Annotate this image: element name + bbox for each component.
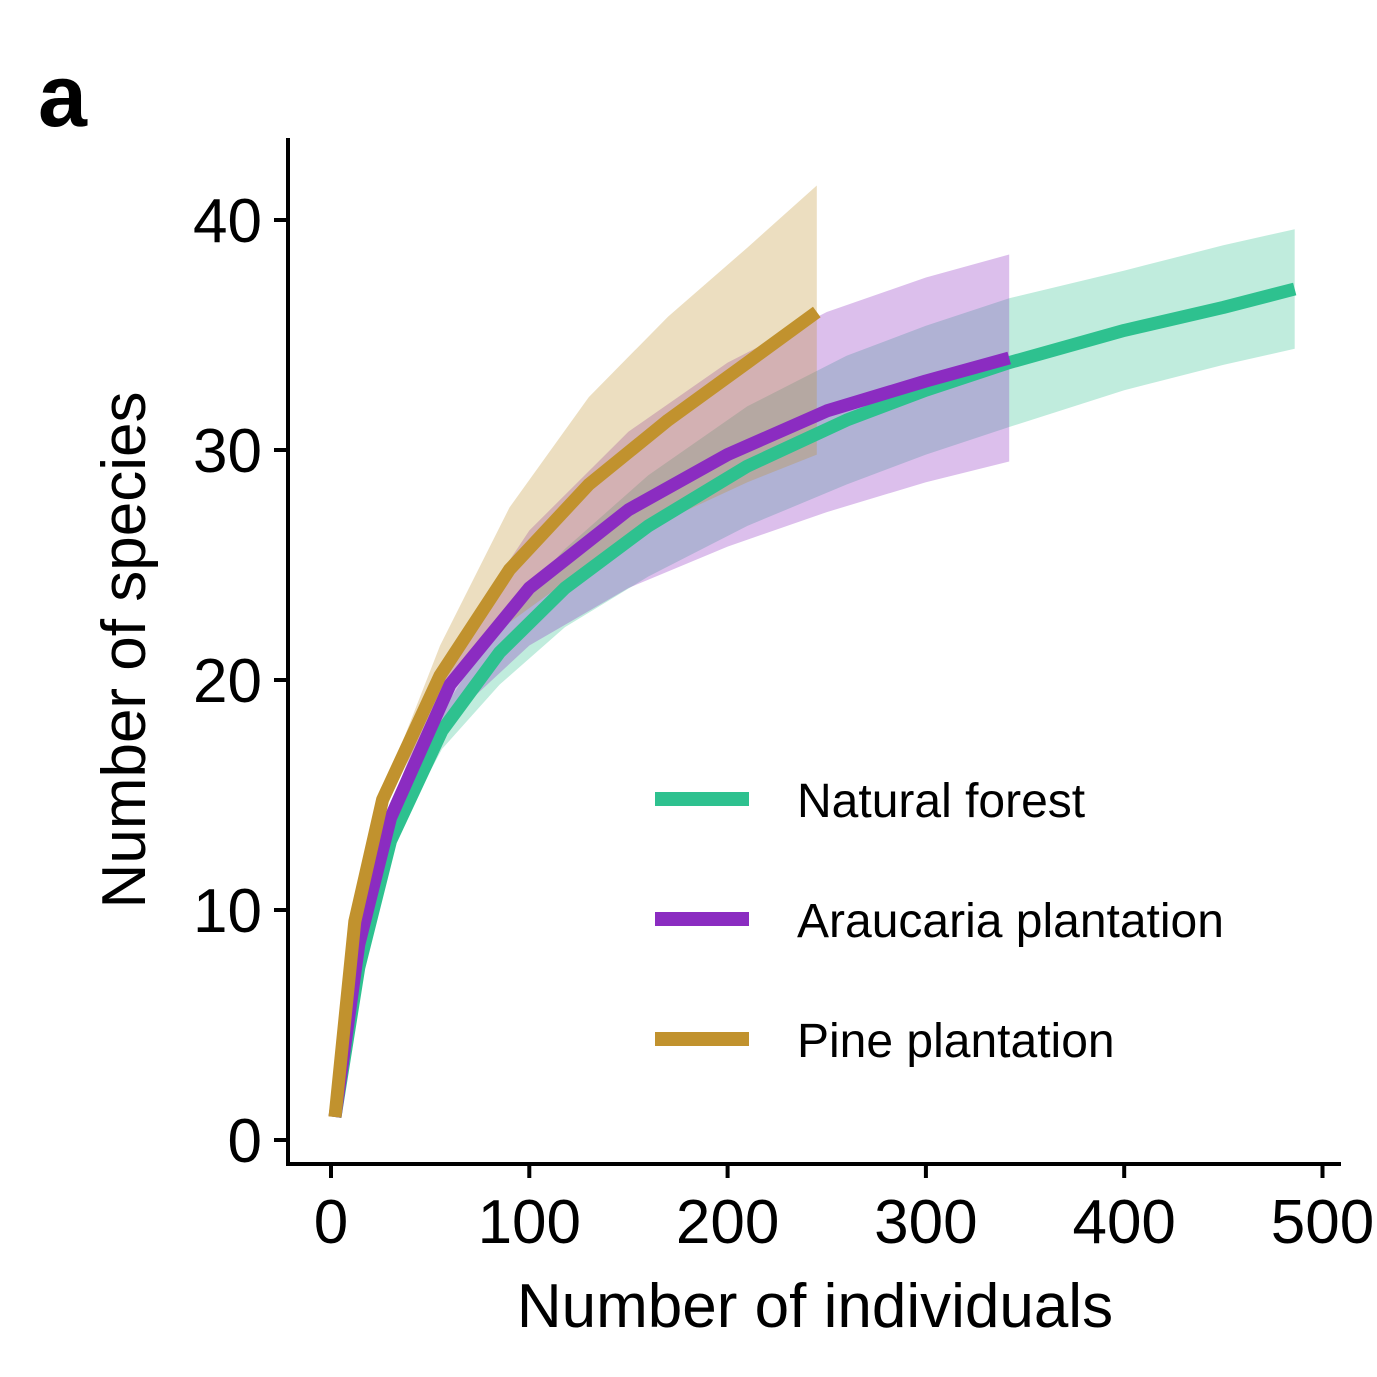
natural-forest-legend-label: Natural forest [797,775,1085,828]
y-tick-label: 20 [193,647,262,716]
y-tick-label: 30 [193,417,262,486]
y-ticks: 0 10 20 30 40 [193,187,288,1176]
araucaria-plantation-line [328,351,1011,1118]
series-lines [328,282,1297,1119]
pine-plantation-legend-label: Pine plantation [797,1015,1115,1068]
araucaria-plantation-legend-label: Araucaria plantation [797,895,1224,948]
panel-label: a [38,46,88,145]
x-tick-label: 200 [676,1188,779,1257]
legend: Natural forest Araucaria plantation Pine p… [655,775,1224,1068]
araucaria-plantation-confidence-band [335,254,1010,1117]
y-tick-label: 40 [193,187,262,256]
pine-plantation-confidence-band [335,185,817,1117]
y-tick-label: 0 [228,1107,262,1176]
y-tick-label: 10 [193,877,262,946]
axes [286,138,1341,1166]
x-tick-label: 300 [874,1188,977,1257]
x-tick-label: 100 [478,1188,581,1257]
natural-forest-line [328,282,1297,1119]
y-axis-title: Number of species [90,392,159,909]
x-ticks: 0 100 200 300 400 500 [314,1164,1374,1257]
x-tick-label: 500 [1271,1188,1374,1257]
x-tick-label: 400 [1072,1188,1175,1257]
x-axis-title: Number of individuals [517,1272,1113,1341]
pine-plantation-line [328,306,821,1118]
x-tick-label: 0 [314,1188,348,1257]
